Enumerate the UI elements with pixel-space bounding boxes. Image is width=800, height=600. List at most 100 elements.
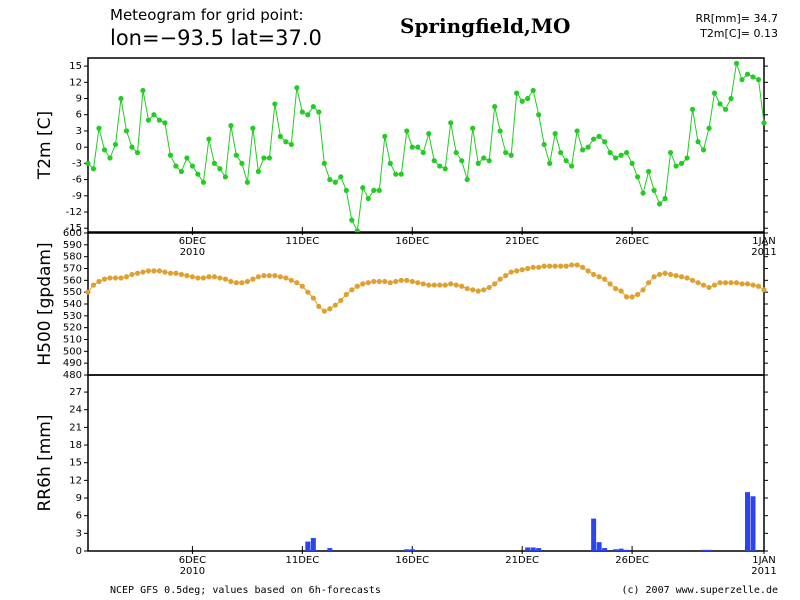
data-point — [85, 160, 91, 166]
title-line1: Meteogram for grid point: — [110, 6, 304, 24]
data-point — [129, 144, 135, 150]
y-tick-label: 0 — [76, 142, 82, 153]
rr-total: RR[mm]= 34.7 — [695, 12, 778, 25]
data-point — [316, 109, 322, 115]
data-point — [162, 120, 168, 126]
data-point — [162, 269, 168, 275]
data-point — [492, 281, 498, 287]
data-point — [624, 294, 630, 300]
data-point — [371, 187, 377, 193]
data-point — [255, 168, 261, 175]
y-tick-label: 490 — [63, 358, 82, 369]
data-point — [711, 90, 718, 96]
data-point — [151, 112, 157, 118]
data-point — [107, 275, 113, 281]
data-point — [211, 274, 218, 280]
data-point — [90, 282, 97, 288]
bar — [525, 547, 531, 551]
data-point — [580, 264, 586, 270]
y-tick-label: 510 — [63, 335, 82, 346]
y-tick-label: -6 — [72, 175, 82, 186]
data-point — [222, 276, 228, 282]
data-point — [497, 128, 503, 134]
data-point — [574, 128, 580, 134]
data-point — [310, 104, 316, 110]
data-point — [349, 217, 355, 223]
data-point — [365, 195, 371, 202]
data-point — [327, 176, 333, 183]
y-tick-label: 540 — [63, 299, 82, 310]
data-point — [184, 273, 190, 279]
data-point — [580, 147, 586, 153]
data-point — [107, 155, 113, 161]
y-tick-label: 9 — [76, 493, 82, 504]
data-point — [755, 77, 762, 83]
data-point — [656, 201, 663, 207]
data-point — [305, 112, 311, 118]
data-point — [508, 269, 514, 275]
data-point — [299, 109, 305, 115]
data-point — [200, 179, 207, 185]
y-tick-label: -15 — [66, 223, 82, 234]
data-point — [552, 263, 558, 269]
bar — [409, 549, 415, 551]
data-point — [140, 87, 146, 94]
data-point — [178, 271, 185, 278]
data-point — [283, 275, 289, 281]
y-tick-label: 3 — [76, 528, 82, 539]
data-point — [689, 277, 696, 283]
bar — [624, 549, 630, 551]
data-point — [266, 155, 272, 161]
data-point — [442, 166, 448, 172]
data-point — [700, 282, 707, 288]
bar — [327, 548, 333, 551]
data-point — [140, 269, 146, 275]
data-point — [722, 106, 729, 112]
data-point — [228, 122, 234, 129]
data-point — [547, 263, 553, 269]
data-point — [261, 155, 267, 161]
data-point — [404, 277, 410, 283]
data-point — [453, 282, 459, 288]
data-point — [431, 282, 437, 288]
y-tick-label: -12 — [66, 207, 82, 218]
data-point — [514, 90, 520, 96]
y-axis-label: H500 [gpdam] — [35, 242, 55, 365]
data-point — [294, 85, 300, 91]
data-point — [618, 288, 624, 294]
data-point — [706, 125, 712, 131]
y-tick-label: 480 — [63, 370, 82, 381]
y-axis-label: RR6h [mm] — [35, 414, 55, 511]
data-point — [591, 271, 597, 278]
y-tick-label: 500 — [63, 346, 82, 357]
x-tick-label: 6DEC 2010 — [179, 555, 206, 577]
data-point — [415, 280, 421, 286]
data-point — [695, 139, 701, 145]
data-point — [261, 273, 267, 279]
data-point — [514, 268, 520, 274]
y-tick-label: 24 — [69, 405, 82, 416]
data-point — [288, 141, 294, 148]
data-point — [239, 280, 245, 286]
data-point — [288, 277, 294, 283]
data-point — [607, 281, 613, 287]
data-point — [492, 104, 498, 110]
y-tick-label: 0 — [76, 546, 82, 557]
y-tick-label: 15 — [69, 61, 82, 72]
bar — [701, 549, 707, 551]
data-point — [382, 133, 388, 139]
y-tick-label: 590 — [63, 240, 82, 251]
data-point — [448, 120, 454, 126]
data-point — [624, 149, 630, 156]
x-tick-label: 26DEC — [615, 555, 649, 566]
data-point — [684, 155, 690, 161]
data-point — [541, 141, 547, 148]
data-point — [266, 273, 272, 279]
data-point — [277, 133, 283, 139]
data-point — [134, 270, 141, 276]
data-point — [299, 283, 305, 289]
data-point — [101, 147, 108, 153]
data-point — [667, 149, 674, 156]
data-point — [404, 128, 410, 134]
data-point — [744, 71, 751, 77]
